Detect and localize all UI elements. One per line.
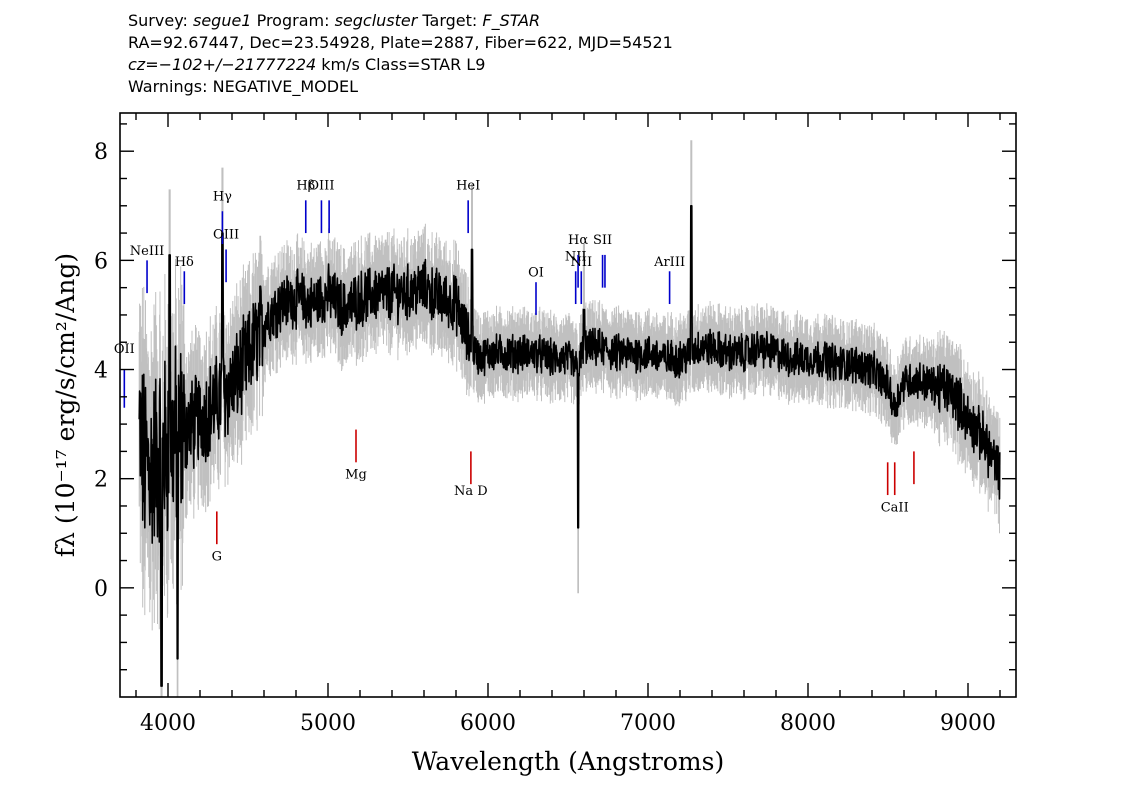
x-tick-label: 5000: [300, 711, 356, 736]
emission-line-label: NII: [565, 249, 587, 264]
emission-line-label: OIII: [308, 178, 334, 193]
error-band: [138, 140, 1001, 697]
survey-label: Survey:: [128, 11, 188, 30]
x-axis-label: Wavelength (Angstroms): [412, 747, 724, 776]
absorption-line-label: Na D: [454, 484, 488, 499]
x-tick-label: 9000: [940, 711, 996, 736]
program-value: segcluster: [334, 11, 418, 30]
x-tick-label: 6000: [460, 711, 516, 736]
x-tick-label: 8000: [780, 711, 836, 736]
program-label: Program:: [256, 11, 330, 30]
emission-line-label: SII: [593, 233, 612, 248]
emission-line-label: OIII: [213, 228, 239, 243]
header-line-warnings: Warnings: NEGATIVE_MODEL: [128, 77, 359, 96]
x-tick-label: 4000: [140, 711, 196, 736]
y-tick-label: 4: [94, 359, 108, 384]
y-tick-label: 0: [94, 577, 108, 602]
absorption-line-label: Mg: [345, 468, 367, 483]
redshift-value: cz=−102+/−21777224: [128, 55, 317, 74]
emission-line-label: ArIII: [653, 255, 685, 270]
flux-line: [138, 205, 1001, 687]
emission-line-label: NeIII: [130, 244, 164, 259]
axis-ticks: 4000 5000 6000 7000 8000 9000 0 2 4 6 8: [94, 113, 1016, 736]
error-spikes: [138, 140, 1001, 697]
class-value: km/s Class=STAR L9: [321, 55, 486, 74]
flux-series: [138, 205, 1001, 687]
x-tick-label: 7000: [620, 711, 676, 736]
spectrum-header: Survey: segue1 Program: segcluster Targe…: [128, 10, 673, 98]
header-line-survey: Survey: segue1 Program: segcluster Targe…: [128, 10, 673, 32]
target-value: F_STAR: [482, 11, 541, 30]
y-tick-label: 6: [94, 249, 108, 274]
emission-line-label: Hδ: [175, 255, 194, 270]
plot-frame: [119, 112, 1017, 698]
emission-line-label: OII: [114, 342, 135, 357]
emission-line-label: Hα: [568, 233, 588, 248]
emission-line-label: OI: [528, 266, 544, 281]
survey-value: segue1: [192, 11, 252, 30]
emission-line-label: Hγ: [213, 189, 232, 204]
header-line-coordinates: RA=92.67447, Dec=23.54928, Plate=2887, F…: [128, 33, 673, 52]
y-tick-label: 8: [94, 140, 108, 165]
absorption-line-label: G: [212, 550, 222, 565]
y-tick-label: 2: [94, 468, 108, 493]
y-axis-label: fλ (10⁻¹⁷ erg/s/cm²/Ang): [51, 253, 80, 557]
emission-line-label: Hβ: [296, 178, 315, 193]
emission-line-label: HeI: [456, 178, 480, 193]
emission-line-label: NII: [570, 255, 592, 270]
absorption-line-label: CaII: [881, 500, 909, 515]
header-line-redshift: cz=−102+/−21777224 km/s Class=STAR L9: [128, 54, 673, 76]
target-label: Target:: [422, 11, 478, 30]
